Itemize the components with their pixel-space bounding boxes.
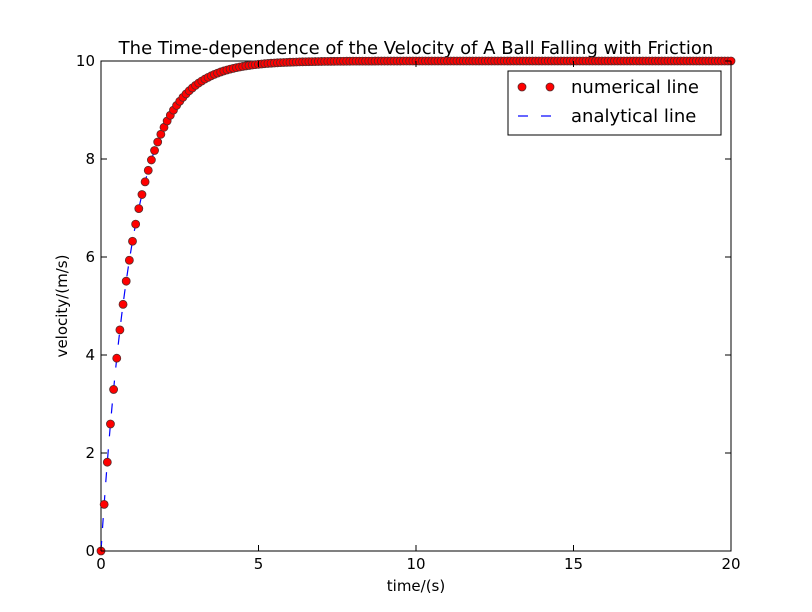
numerical-point	[153, 137, 163, 147]
plot-area: 0 5 10 15 20 0 2 4 6 8 10	[76, 52, 741, 573]
numerical-point	[131, 219, 141, 229]
x-tick-label: 5	[254, 555, 264, 573]
legend-label-analytical: analytical line	[571, 106, 696, 127]
numerical-point	[128, 236, 137, 246]
numerical-point	[106, 419, 115, 429]
x-axis-label: time/(s)	[387, 577, 445, 595]
x-tick-label: 0	[96, 555, 106, 573]
y-tick-label: 10	[76, 52, 95, 70]
y-axis-label: velocity/(m/s)	[53, 255, 71, 358]
numerical-point	[118, 299, 128, 309]
x-axis-ticks: 0 5 10 15 20	[96, 61, 741, 573]
numerical-point	[140, 177, 150, 187]
legend-frame	[507, 70, 722, 136]
legend-marker-numerical-right	[545, 82, 555, 92]
numerical-point	[143, 165, 153, 175]
legend-label-numerical: numerical line	[571, 77, 699, 98]
plot-frame	[100, 60, 732, 552]
y-tick-label: 8	[85, 150, 95, 168]
numerical-point	[99, 499, 109, 509]
numerical-point	[137, 190, 147, 199]
x-tick-label: 10	[406, 555, 425, 573]
legend-marker-numerical-left	[517, 82, 527, 92]
x-tick-label: 20	[721, 555, 740, 573]
y-tick-label: 0	[85, 542, 95, 560]
numerical-point	[134, 204, 144, 213]
numerical-point	[112, 353, 122, 363]
numerical-point	[121, 276, 131, 286]
y-tick-label: 2	[85, 444, 95, 462]
numerical-point	[146, 155, 156, 165]
y-tick-label: 6	[85, 248, 95, 266]
y-tick-label: 4	[85, 346, 95, 364]
y-axis-ticks: 0 2 4 6 8 10	[76, 52, 731, 560]
numerical-point	[150, 146, 159, 155]
x-tick-label: 15	[564, 555, 583, 573]
numerical-point	[115, 325, 125, 335]
series-numerical-points	[96, 56, 736, 556]
numerical-point	[109, 385, 118, 394]
legend: numerical line analytical line	[507, 70, 722, 136]
numerical-point	[124, 255, 134, 265]
numerical-point	[102, 457, 112, 467]
chart-title: The Time-dependence of the Velocity of A…	[118, 38, 714, 59]
